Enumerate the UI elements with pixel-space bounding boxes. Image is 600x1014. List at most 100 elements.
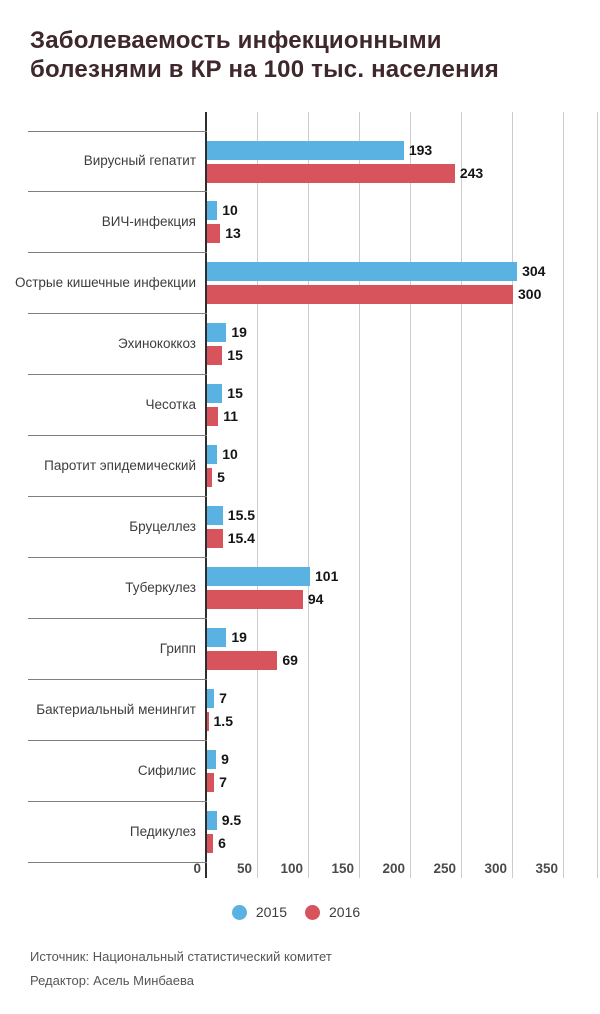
bar-2016 xyxy=(207,651,278,671)
chart: 0 50 100 150 200 250 300 350 Вирусный гепатит 193… xyxy=(0,112,600,878)
bar-value-label: 300 xyxy=(518,286,542,303)
bar-value-label: 7 xyxy=(219,690,227,707)
bar-2016 xyxy=(207,468,213,488)
category-label: Эхинококкоз xyxy=(117,335,196,351)
grid-line xyxy=(359,112,360,878)
grid-line xyxy=(410,112,411,878)
row-divider xyxy=(28,496,207,498)
legend-label: 2016 xyxy=(329,904,361,920)
category-label: Туберкулез xyxy=(125,579,196,595)
row-divider xyxy=(28,679,207,681)
axis-line xyxy=(205,112,207,878)
x-tick-label: 250 xyxy=(433,861,456,876)
chart-title-line1: Заболеваемость инфекционными xyxy=(30,27,442,54)
bar-value-label: 193 xyxy=(408,141,433,158)
bar-2015 xyxy=(207,689,215,709)
grid-line xyxy=(257,112,258,878)
bar-2015 xyxy=(207,140,404,160)
bar-value-label: 5 xyxy=(217,469,225,486)
row-divider xyxy=(28,252,207,254)
category-label: Бактериальный менингит xyxy=(36,701,196,717)
bar-2016 xyxy=(207,590,303,610)
bar-2015 xyxy=(207,811,217,831)
category-label: Вирусный гепатит xyxy=(83,152,196,168)
row-divider xyxy=(28,191,207,193)
legend-label: 2015 xyxy=(255,904,287,920)
x-tick-label: 150 xyxy=(331,861,354,876)
x-tick-label: 350 xyxy=(535,861,558,876)
bar-2016 xyxy=(207,529,223,549)
bar-2015 xyxy=(207,750,217,770)
bar-value-label: 9.5 xyxy=(221,812,242,829)
bar-2015 xyxy=(207,262,518,282)
chart-legend: 2015 2016 xyxy=(0,900,592,924)
bar-2016 xyxy=(207,224,221,244)
bar-2016 xyxy=(207,712,209,732)
bar-2016 xyxy=(207,285,513,305)
bar-value-label: 15 xyxy=(227,347,243,364)
bar-value-label: 15.5 xyxy=(227,507,256,524)
bar-value-label: 11 xyxy=(223,408,239,425)
legend-item-2015: 2015 xyxy=(231,904,287,920)
row-divider xyxy=(28,618,207,620)
category-label: Паротит эпидемический xyxy=(44,457,196,473)
bar-value-label: 243 xyxy=(459,164,484,181)
bar-value-label: 15 xyxy=(227,385,243,402)
bar-value-label: 101 xyxy=(315,568,339,585)
row-divider xyxy=(28,801,207,803)
bar-value-label: 6 xyxy=(218,835,226,852)
grid-line xyxy=(461,112,462,878)
row-divider xyxy=(28,557,207,559)
category-label: ВИЧ-инфекция xyxy=(101,213,196,229)
chart-footer: Источник: Национальный статистический ко… xyxy=(30,945,332,992)
bar-value-label: 19 xyxy=(231,324,247,341)
bar-2015 xyxy=(207,201,218,221)
grid-line xyxy=(308,112,309,878)
source-credit: Источник: Национальный статистический ко… xyxy=(30,949,332,964)
row-divider xyxy=(28,861,207,863)
bar-2016 xyxy=(207,163,455,183)
row-divider xyxy=(28,435,207,437)
bar-value-label: 94 xyxy=(307,591,324,608)
chart-title: Заболеваемость инфекционными болезнями в… xyxy=(30,26,499,84)
legend-item-2016: 2016 xyxy=(305,904,360,920)
bar-2016 xyxy=(207,407,219,427)
bar-2015 xyxy=(207,628,227,648)
chart-title-line2: болезнями в КР на 100 тыс. населения xyxy=(30,56,499,83)
bar-2015 xyxy=(207,384,223,404)
row-divider xyxy=(28,374,207,376)
bar-value-label: 304 xyxy=(522,263,546,280)
grid-line xyxy=(512,112,513,878)
bar-2016 xyxy=(207,834,214,854)
bar-2015 xyxy=(207,445,218,465)
x-tick-label: 300 xyxy=(484,861,507,876)
bar-value-label: 7 xyxy=(219,774,227,791)
x-tick-label: 50 xyxy=(236,861,252,876)
bar-value-label: 69 xyxy=(282,652,298,669)
bar-2015 xyxy=(207,323,227,343)
x-tick-label: 0 xyxy=(193,861,201,876)
bar-value-label: 10 xyxy=(222,202,238,219)
category-label: Чесотка xyxy=(145,396,196,412)
editor-credit: Редактор: Асель Минбаева xyxy=(30,972,194,988)
row-divider xyxy=(28,313,207,315)
category-label: Грипп xyxy=(159,640,196,656)
grid-line xyxy=(563,112,564,878)
bar-value-label: 13 xyxy=(225,225,241,242)
category-label: Острые кишечные инфекции xyxy=(14,274,196,290)
category-label: Сифилис xyxy=(137,762,196,778)
bar-value-label: 15.4 xyxy=(227,530,255,547)
row-divider xyxy=(28,130,207,132)
x-tick-label: 100 xyxy=(280,861,303,876)
bar-2015 xyxy=(207,506,223,526)
bar-2015 xyxy=(207,567,311,587)
plot-right-border xyxy=(597,112,598,878)
x-tick-label: 200 xyxy=(382,861,405,876)
legend-dot-2016 xyxy=(305,904,320,920)
bar-value-label: 19 xyxy=(231,629,247,646)
category-label: Бруцеллез xyxy=(129,518,196,534)
bar-value-label: 1.5 xyxy=(213,713,233,730)
row-divider xyxy=(28,740,207,742)
bar-value-label: 9 xyxy=(221,751,229,768)
